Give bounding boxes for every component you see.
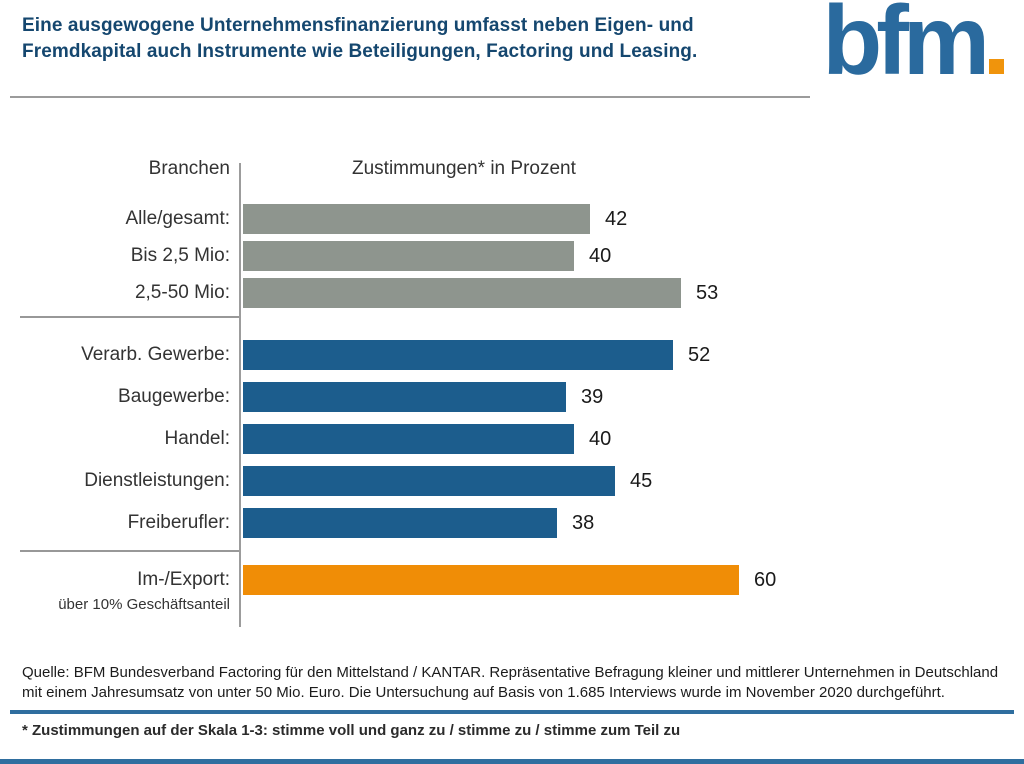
group-separator	[20, 316, 240, 318]
bar-chart: Branchen Zustimmungen* in Prozent Alle/g…	[10, 158, 1014, 627]
bar-label: Handel:	[164, 428, 231, 449]
bar-value: 52	[688, 343, 711, 366]
chart-row: Alle/gesamt: 42	[10, 204, 1014, 234]
chart-row: Baugewerbe: 39	[10, 382, 1014, 412]
bar	[243, 204, 590, 234]
bar-sublabel: über 10% Geschäftsanteil	[58, 596, 230, 613]
chart-rows: Alle/gesamt: 42 Bis 2,5 Mio: 40 2,5-50 Mio: 5…	[10, 204, 1014, 613]
bar	[243, 508, 557, 538]
bar-track: 60	[240, 565, 1014, 595]
headline: Eine ausgewogene Unternehmensfinanzierun…	[22, 13, 782, 65]
header-divider	[10, 96, 810, 98]
bar	[243, 382, 566, 412]
bar	[243, 424, 574, 454]
headline-line-1: Eine ausgewogene Unternehmensfinanzierun…	[22, 15, 694, 36]
bar	[243, 241, 574, 271]
bar-label: 2,5-50 Mio:	[134, 282, 230, 303]
source-text: Quelle: BFM Bundesverband Factoring für …	[22, 664, 999, 701]
bar-group: Alle/gesamt: 42 Bis 2,5 Mio: 40 2,5-50 Mio: 5…	[10, 204, 1014, 308]
bar-value: 60	[754, 568, 777, 591]
bar-track: 42	[240, 204, 1014, 234]
bar-value: 53	[696, 281, 719, 304]
bar-group: Im-/Export: über 10% Geschäftsanteil 60	[10, 565, 1014, 613]
bar-value: 39	[581, 385, 604, 408]
chart-row: Bis 2,5 Mio: 40	[10, 241, 1014, 271]
bar-value: 40	[589, 244, 612, 267]
bar-track: 38	[240, 508, 1014, 538]
bar-label: Freiberufler:	[127, 512, 230, 533]
bar	[243, 565, 739, 595]
chart-row: Im-/Export: über 10% Geschäftsanteil 60	[10, 565, 1014, 613]
bar-value: 40	[589, 427, 612, 450]
bar-label: Dienstleistungen:	[84, 470, 230, 491]
chart-row: Verarb. Gewerbe: 52	[10, 340, 1014, 370]
bar-label: Baugewerbe:	[118, 386, 230, 407]
chart-row: Freiberufler: 38	[10, 508, 1014, 538]
bar-track: 53	[240, 278, 1014, 308]
bfm-logo: bfm	[822, 0, 1004, 96]
bar-label: Alle/gesamt:	[125, 208, 230, 229]
column-header-zustimmungen: Zustimmungen* in Prozent	[352, 158, 576, 179]
bar-track: 39	[240, 382, 1014, 412]
bar-value: 42	[605, 207, 628, 230]
bfm-logo-dot-icon	[989, 59, 1004, 74]
bar-group: Verarb. Gewerbe: 52 Baugewerbe: 39 Handel: 40…	[10, 340, 1014, 538]
chart-axis-line	[239, 163, 241, 627]
bar-label: Im-/Export: über 10% Geschäftsanteil	[10, 565, 240, 613]
bar-track: 52	[240, 340, 1014, 370]
bar-track: 45	[240, 466, 1014, 496]
group-separator	[20, 550, 240, 552]
bar-value: 45	[630, 469, 653, 492]
bar-label: Bis 2,5 Mio:	[130, 245, 230, 266]
chart-row: 2,5-50 Mio: 53	[10, 278, 1014, 308]
chart-row: Dienstleistungen: 45	[10, 466, 1014, 496]
column-header-branchen: Branchen	[148, 158, 230, 179]
bar-track: 40	[240, 424, 1014, 454]
bfm-logo-text: bfm	[822, 0, 990, 95]
chart-row: Handel: 40	[10, 424, 1014, 454]
headline-line-2: Fremdkapital auch Instrumente wie Beteil…	[22, 41, 698, 62]
footer-divider	[10, 710, 1014, 714]
chart-column-headers: Branchen Zustimmungen* in Prozent	[10, 158, 1014, 180]
bar	[243, 278, 681, 308]
bar-track: 40	[240, 241, 1014, 271]
bar-label: Verarb. Gewerbe:	[81, 344, 230, 365]
bar-value: 38	[572, 511, 595, 534]
bar	[243, 340, 673, 370]
bar	[243, 466, 615, 496]
header: Eine ausgewogene Unternehmensfinanzierun…	[0, 0, 1024, 95]
bottom-border-strip	[0, 759, 1024, 764]
footnote-text: * Zustimmungen auf der Skala 1-3: stimme…	[22, 722, 681, 739]
